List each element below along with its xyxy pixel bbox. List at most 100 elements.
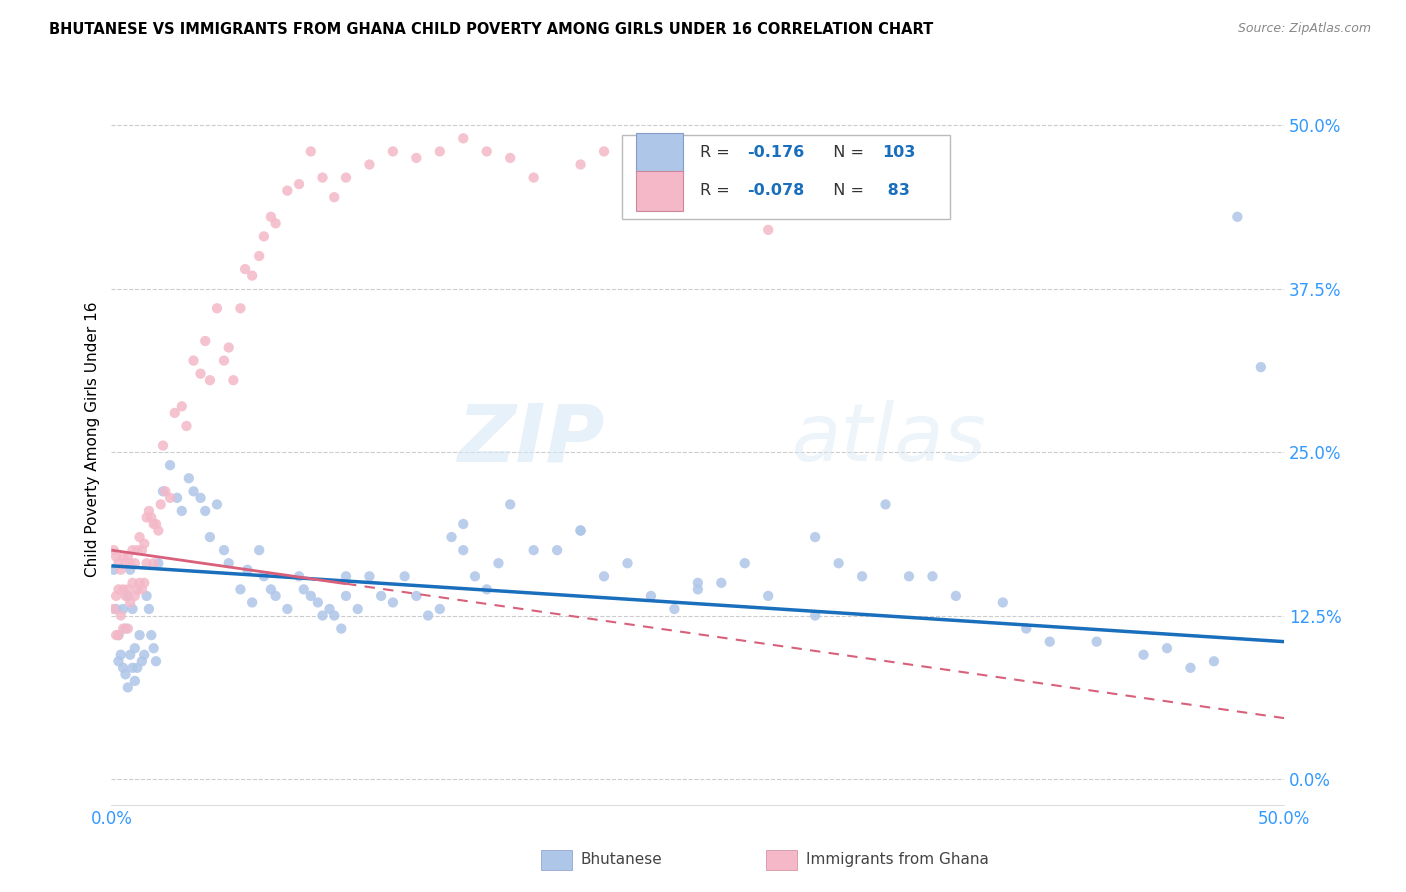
Point xyxy=(569,524,592,538)
Point xyxy=(110,648,132,662)
Point xyxy=(190,367,212,381)
Point xyxy=(105,628,128,642)
Point xyxy=(145,654,167,668)
Point xyxy=(1226,210,1249,224)
Point xyxy=(128,530,150,544)
Point xyxy=(127,543,149,558)
Point xyxy=(127,582,149,597)
Point xyxy=(240,268,263,283)
Point xyxy=(247,249,270,263)
Point xyxy=(148,524,170,538)
Point xyxy=(163,406,186,420)
Point xyxy=(370,589,392,603)
Point xyxy=(128,575,150,590)
Point xyxy=(152,484,174,499)
Point xyxy=(756,589,779,603)
Point xyxy=(299,589,322,603)
Point xyxy=(756,223,779,237)
Point xyxy=(440,530,463,544)
Point xyxy=(311,608,333,623)
Point xyxy=(120,595,142,609)
Point xyxy=(107,556,129,570)
Text: Immigrants from Ghana: Immigrants from Ghana xyxy=(806,853,988,867)
Point xyxy=(475,582,498,597)
Point xyxy=(183,484,205,499)
Point xyxy=(318,602,340,616)
Point xyxy=(475,145,498,159)
Point xyxy=(141,510,163,524)
Point xyxy=(142,516,165,531)
Point xyxy=(569,524,592,538)
Point xyxy=(288,569,311,583)
Point xyxy=(183,353,205,368)
Point xyxy=(198,530,221,544)
Point xyxy=(1039,634,1062,648)
Point xyxy=(135,589,157,603)
Point xyxy=(131,582,153,597)
Point xyxy=(177,471,200,485)
Point xyxy=(323,190,346,204)
Point xyxy=(112,602,135,616)
Point xyxy=(198,373,221,387)
Point xyxy=(686,575,709,590)
Point xyxy=(110,608,132,623)
Point xyxy=(121,602,143,616)
Point xyxy=(804,530,827,544)
Point xyxy=(1085,634,1108,648)
Point xyxy=(247,543,270,558)
Point xyxy=(105,602,128,616)
Text: Bhutanese: Bhutanese xyxy=(581,853,662,867)
Point xyxy=(335,170,357,185)
Point xyxy=(359,569,381,583)
Point xyxy=(121,575,143,590)
Point xyxy=(107,628,129,642)
Point xyxy=(138,504,160,518)
Point xyxy=(218,556,240,570)
Point xyxy=(453,516,475,531)
Point xyxy=(176,419,198,434)
Point xyxy=(229,582,252,597)
Point xyxy=(190,491,212,505)
Point xyxy=(1015,622,1038,636)
Point xyxy=(117,549,139,564)
Point xyxy=(593,145,616,159)
Point xyxy=(103,543,125,558)
Text: N =: N = xyxy=(824,184,869,198)
Point xyxy=(260,582,283,597)
Point xyxy=(264,589,287,603)
Text: BHUTANESE VS IMMIGRANTS FROM GHANA CHILD POVERTY AMONG GIRLS UNDER 16 CORRELATIO: BHUTANESE VS IMMIGRANTS FROM GHANA CHILD… xyxy=(49,22,934,37)
Point xyxy=(112,549,135,564)
Point xyxy=(141,628,163,642)
Point xyxy=(212,353,235,368)
Point xyxy=(145,516,167,531)
Text: -0.078: -0.078 xyxy=(747,184,804,198)
Point xyxy=(546,543,568,558)
Point xyxy=(148,556,170,570)
Text: 103: 103 xyxy=(882,145,915,161)
Point xyxy=(569,157,592,171)
Point xyxy=(299,145,322,159)
Point xyxy=(405,151,427,165)
Point xyxy=(710,575,733,590)
Point xyxy=(307,595,329,609)
Point xyxy=(616,170,638,185)
Point xyxy=(107,654,129,668)
Point xyxy=(394,569,416,583)
Point xyxy=(103,602,125,616)
Point xyxy=(253,229,276,244)
Point xyxy=(155,484,177,499)
Point xyxy=(134,575,156,590)
Point xyxy=(335,589,357,603)
Point xyxy=(875,497,897,511)
Point xyxy=(124,589,146,603)
Text: -0.176: -0.176 xyxy=(747,145,804,161)
Point xyxy=(218,341,240,355)
Text: R =: R = xyxy=(700,184,735,198)
Point xyxy=(103,563,125,577)
Point xyxy=(292,582,315,597)
Point xyxy=(240,595,263,609)
Point xyxy=(107,582,129,597)
Point xyxy=(114,622,136,636)
FancyBboxPatch shape xyxy=(636,133,682,173)
Point xyxy=(233,262,256,277)
